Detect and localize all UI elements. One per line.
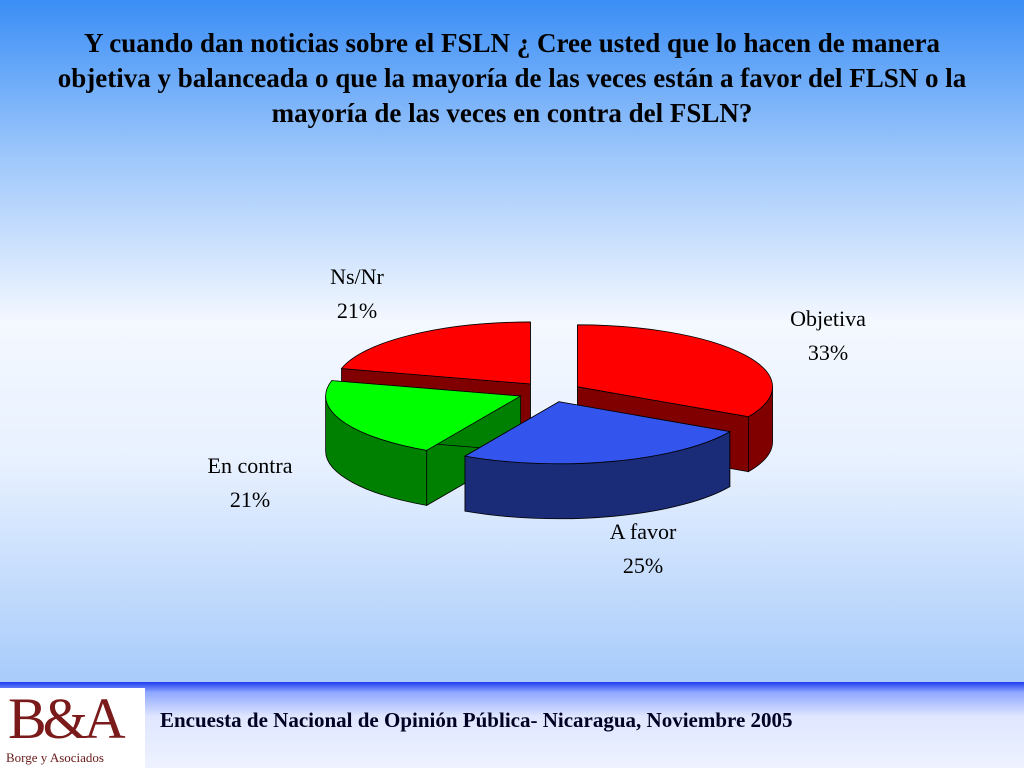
- slice-value-label: 25%: [623, 553, 663, 578]
- footer-band: [0, 682, 1024, 768]
- slice: [325, 380, 522, 451]
- slice-label: En contra: [208, 453, 293, 478]
- slice-label: Ns/Nr: [330, 264, 384, 289]
- slice: [577, 324, 773, 418]
- slice-value-label: 21%: [337, 298, 377, 323]
- slice: [463, 401, 731, 465]
- footer-text: Encuesta de Nacional de Opinión Pública-…: [160, 708, 793, 732]
- chart-title: Y cuando dan noticias sobre el FSLN ¿ Cr…: [57, 28, 967, 128]
- logo: B&A Borge y Asociados: [0, 688, 145, 768]
- slice-label: Objetiva: [790, 306, 866, 331]
- logo-subtitle: Borge y Asociados: [6, 750, 104, 765]
- chart: Objetiva 33% A favor 25% En contra 21% Ns/Nr 21…: [208, 264, 867, 578]
- logo-text: B&A: [8, 686, 126, 751]
- slice: [340, 321, 531, 385]
- slice-value-label: 21%: [230, 487, 270, 512]
- slice-label: A favor: [610, 519, 677, 544]
- slice-value-label: 33%: [808, 340, 848, 365]
